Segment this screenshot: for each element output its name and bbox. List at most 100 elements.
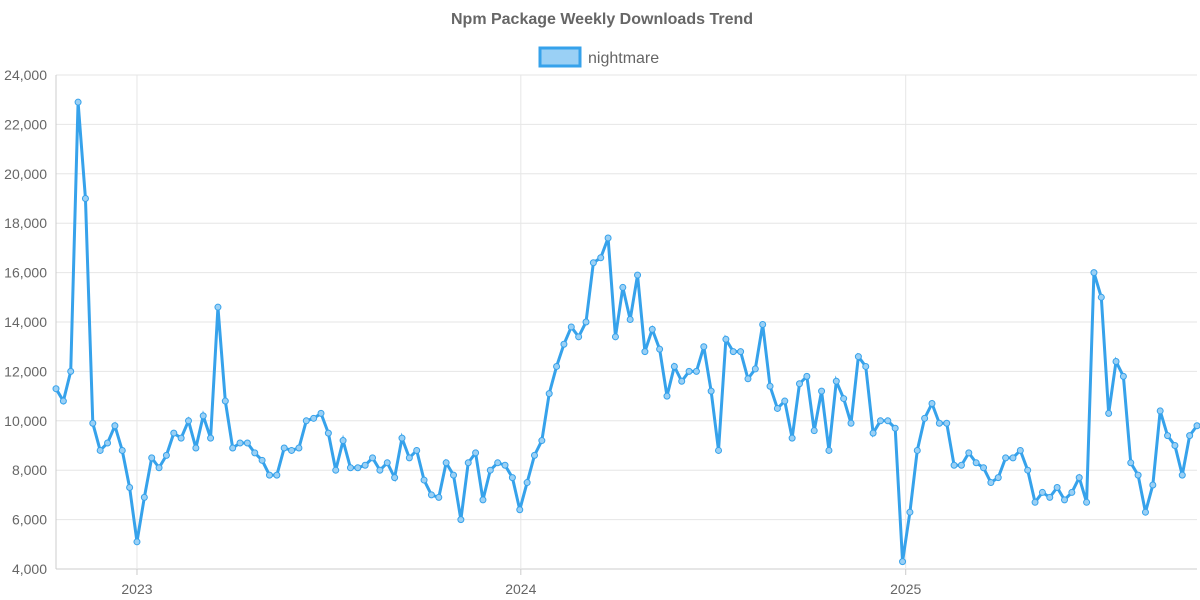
data-point[interactable] [354, 464, 362, 472]
data-point[interactable] [420, 476, 428, 484]
data-point[interactable] [317, 409, 325, 417]
data-point[interactable] [302, 417, 310, 425]
data-point[interactable] [464, 459, 472, 467]
data-point[interactable] [199, 412, 207, 420]
data-point[interactable] [1083, 498, 1091, 506]
data-point[interactable] [126, 483, 134, 491]
data-point[interactable] [751, 365, 759, 373]
data-point[interactable] [1164, 432, 1172, 440]
data-point[interactable] [140, 493, 148, 501]
data-point[interactable] [1134, 471, 1142, 479]
data-point[interactable] [957, 461, 965, 469]
data-point[interactable] [1127, 459, 1135, 467]
data-point[interactable] [236, 439, 244, 447]
data-point[interactable] [663, 392, 671, 400]
data-point[interactable] [648, 325, 656, 333]
data-point[interactable] [310, 414, 318, 422]
data-point[interactable] [523, 479, 531, 487]
data-point[interactable] [369, 454, 377, 462]
data-point[interactable] [987, 479, 995, 487]
data-point[interactable] [1156, 407, 1164, 415]
data-point[interactable] [582, 318, 590, 326]
data-point[interactable] [339, 437, 347, 445]
data-point[interactable] [575, 333, 583, 341]
data-point[interactable] [1009, 454, 1017, 462]
data-point[interactable] [619, 283, 627, 291]
data-point[interactable] [980, 464, 988, 472]
data-point[interactable] [744, 375, 752, 383]
data-point[interactable] [685, 367, 693, 375]
data-point[interactable] [185, 417, 193, 425]
data-point[interactable] [641, 348, 649, 356]
data-point[interactable] [950, 461, 958, 469]
data-point[interactable] [1090, 269, 1098, 277]
data-point[interactable] [67, 367, 75, 375]
data-point[interactable] [1097, 293, 1105, 301]
data-point[interactable] [913, 446, 921, 454]
data-point[interactable] [280, 444, 288, 452]
data-point[interactable] [862, 362, 870, 370]
data-point[interactable] [656, 345, 664, 353]
data-point[interactable] [626, 316, 634, 324]
data-point[interactable] [899, 558, 907, 566]
data-point[interactable] [678, 377, 686, 385]
data-point[interactable] [795, 380, 803, 388]
data-point[interactable] [1105, 409, 1113, 417]
data-point[interactable] [81, 195, 89, 202]
data-point[interactable] [96, 446, 104, 454]
data-point[interactable] [148, 454, 156, 462]
data-point[interactable] [1193, 422, 1200, 430]
data-point[interactable] [847, 419, 855, 427]
data-point[interactable] [118, 446, 126, 454]
data-point[interactable] [1171, 442, 1179, 449]
data-point[interactable] [177, 434, 185, 442]
data-point[interactable] [611, 333, 619, 341]
data-point[interactable] [729, 348, 737, 356]
data-point[interactable] [840, 395, 848, 403]
data-point[interactable] [538, 437, 546, 445]
data-point[interactable] [59, 397, 67, 405]
data-point[interactable] [788, 434, 796, 442]
data-point[interactable] [869, 429, 877, 437]
data-point[interactable] [906, 508, 914, 516]
data-point[interactable] [207, 434, 215, 442]
data-point[interactable] [413, 446, 421, 454]
data-point[interactable] [508, 474, 516, 482]
data-point[interactable] [597, 254, 605, 262]
data-point[interactable] [486, 466, 494, 474]
data-point[interactable] [1038, 488, 1046, 496]
data-point[interactable] [405, 454, 413, 462]
data-point[interactable] [391, 474, 399, 482]
data-point[interactable] [1024, 466, 1032, 474]
data-point[interactable] [501, 461, 509, 469]
data-point[interactable] [155, 464, 163, 472]
data-point[interactable] [74, 98, 82, 106]
data-point[interactable] [192, 444, 200, 452]
data-point[interactable] [450, 471, 458, 479]
data-point[interactable] [935, 419, 943, 427]
data-point[interactable] [825, 446, 833, 454]
data-point[interactable] [545, 390, 553, 398]
data-point[interactable] [457, 516, 465, 524]
data-point[interactable] [891, 424, 899, 432]
data-point[interactable] [700, 343, 708, 351]
data-point[interactable] [346, 464, 354, 472]
data-point[interactable] [604, 234, 612, 242]
data-point[interactable] [737, 348, 745, 356]
data-point[interactable] [1178, 471, 1186, 479]
data-point[interactable] [332, 466, 340, 474]
data-point[interactable] [229, 444, 237, 452]
data-point[interactable] [1002, 454, 1010, 462]
data-point[interactable] [243, 439, 251, 447]
data-point[interactable] [265, 471, 273, 479]
data-point[interactable] [1031, 498, 1039, 506]
data-point[interactable] [670, 362, 678, 370]
data-point[interactable] [876, 417, 884, 425]
data-point[interactable] [722, 335, 730, 343]
data-point[interactable] [972, 459, 980, 467]
data-point[interactable] [383, 459, 391, 467]
data-point[interactable] [715, 446, 723, 454]
data-point[interactable] [324, 429, 332, 437]
data-point[interactable] [442, 459, 450, 467]
data-point[interactable] [781, 397, 789, 405]
